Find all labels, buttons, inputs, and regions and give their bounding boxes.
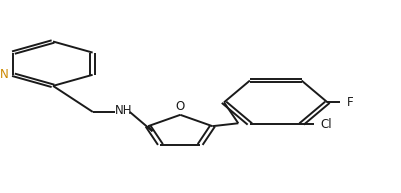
Text: O: O [176, 100, 185, 113]
Text: N: N [0, 68, 9, 81]
Text: F: F [347, 96, 354, 109]
Text: Cl: Cl [321, 118, 332, 130]
Text: NH: NH [115, 103, 133, 117]
